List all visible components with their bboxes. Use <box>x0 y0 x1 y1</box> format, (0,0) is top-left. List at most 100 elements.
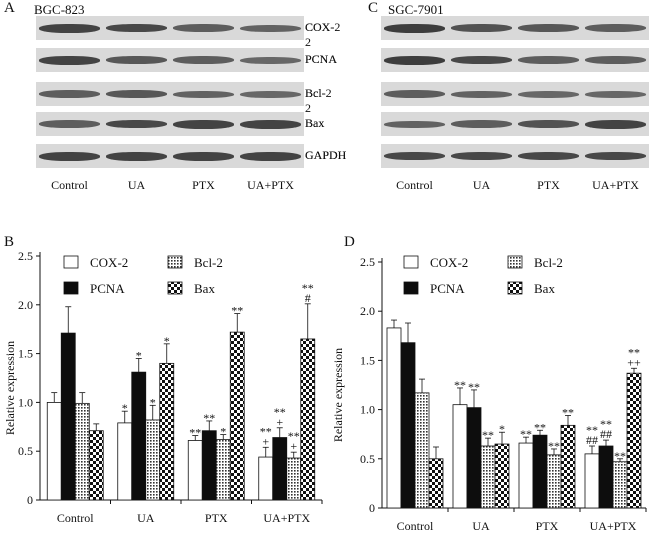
legend-swatch <box>63 255 79 269</box>
band-bcl-2-control <box>39 90 100 98</box>
legend-swatch <box>507 255 523 269</box>
band-pcna-control <box>39 56 100 65</box>
bar-bax <box>229 331 245 501</box>
blot-column-label: UA <box>127 178 146 192</box>
band-pcna-ptx <box>518 56 579 64</box>
bar-pcna <box>400 342 416 509</box>
blot-strip-cox-2 <box>381 16 649 40</box>
significance-mark: ** <box>468 380 480 394</box>
band-cox-2-control <box>384 24 445 33</box>
bar-bcl-2 <box>286 457 302 501</box>
band-cox-2-ua <box>106 24 167 32</box>
legend-label: COX-2 <box>430 255 468 270</box>
band-gapdh-ua-ptx <box>240 152 301 161</box>
band-pcna-control <box>384 56 445 65</box>
bar-bcl-2 <box>546 454 562 509</box>
y-tick-label: 1.0 <box>360 403 375 417</box>
y-tick-label: 2.5 <box>360 255 375 269</box>
panel-b-letter: B <box>4 234 15 250</box>
band-bcl-2-control <box>384 90 445 98</box>
blot-strip-pcna <box>36 48 304 72</box>
bar-cox-2 <box>258 456 274 501</box>
significance-mark: ** <box>600 417 612 431</box>
band-cox-2-ua-ptx <box>240 25 301 32</box>
band-bax-ptx <box>173 120 234 129</box>
significance-mark: ** <box>231 304 243 318</box>
bar-bcl-2 <box>480 445 496 509</box>
band-bax-control <box>39 120 100 128</box>
bar-cox-2 <box>187 440 203 501</box>
blot-column-label: Control <box>51 178 88 192</box>
band-bax-ua <box>106 120 167 128</box>
band-gapdh-ua <box>451 152 512 160</box>
category-label: PTX <box>536 519 559 533</box>
significance-mark: * <box>164 334 170 348</box>
band-gapdh-ua-ptx <box>585 152 646 160</box>
significance-mark: ## <box>600 427 612 441</box>
bar-bax <box>626 372 642 509</box>
legend-label: Bcl-2 <box>194 255 223 270</box>
bar-cox-2 <box>386 327 402 509</box>
bar-bcl-2 <box>74 402 90 501</box>
bar-pcna <box>272 437 288 501</box>
significance-mark: ** <box>548 439 560 453</box>
significance-mark: ** <box>274 405 286 419</box>
y-tick-label: 1.0 <box>18 395 33 409</box>
bar-bcl-2 <box>612 461 628 509</box>
panel-c-cell-line: SGC-7901 <box>388 2 444 17</box>
category-label: UA <box>137 511 155 525</box>
band-bax-ua <box>451 120 512 128</box>
panel-a-letter: A <box>4 0 15 16</box>
blot-row-label: COX-2 <box>305 20 341 34</box>
bar-cox-2 <box>117 422 133 501</box>
band-cox-2-ua-ptx <box>585 24 646 32</box>
band-bax-control <box>384 121 445 128</box>
bar-pcna <box>60 332 76 501</box>
blot-strip-bax <box>381 112 649 136</box>
significance-mark: ** <box>260 424 272 438</box>
blot-row-label: Bax <box>305 116 325 130</box>
significance-mark: ** <box>454 378 466 392</box>
band-bcl-2-ua <box>451 91 512 98</box>
band-bcl-2-ua <box>106 90 167 98</box>
significance-mark: + <box>290 439 297 453</box>
band-cox-2-ua <box>451 24 512 32</box>
band-bax-ua-ptx <box>585 120 646 129</box>
legend-swatch <box>507 281 523 295</box>
band-cox-2-ptx <box>518 24 579 32</box>
legend-label: COX-2 <box>90 255 128 270</box>
band-gapdh-ptx <box>518 152 579 160</box>
significance-mark: ** <box>614 449 626 463</box>
y-tick-label: 2.0 <box>360 304 375 318</box>
bar-bax <box>494 443 510 509</box>
significance-mark: ** <box>534 420 546 434</box>
band-gapdh-ptx <box>173 152 234 161</box>
category-label: UA+PTX <box>590 519 637 533</box>
legend-label: PCNA <box>90 281 125 296</box>
legend-swatch <box>167 281 183 295</box>
y-tick-label: 1.5 <box>360 353 375 367</box>
blot-strip-gapdh <box>381 144 649 168</box>
blot-row-label: PCNA <box>305 52 338 66</box>
bar-chart-sgc-7901: 0 0.5 1.0 1.5 2.0 2.5 Relative expression Contr… <box>331 255 647 533</box>
bar-cox-2 <box>452 404 468 509</box>
bar-bax <box>428 458 444 509</box>
significance-mark: ** <box>482 428 494 442</box>
bar-bax <box>88 430 104 501</box>
band-pcna-ptx <box>173 56 234 64</box>
category-label: UA <box>472 519 490 533</box>
western-blot-sgc-7901: COX-2 PCNA Bcl-2 Bax GAPDH Control UA PTX UA+PTX <box>305 0 650 215</box>
bar-bax <box>300 338 316 501</box>
blot-column-label: UA <box>472 178 491 192</box>
western-blot-bgc-823: COX-2 PCNA Bcl-2 Bax GAPDH Control UA PTX UA+PTX <box>0 0 346 215</box>
significance-mark: * <box>220 425 226 439</box>
bar-pcna <box>131 371 147 501</box>
y-tick-label: 0.5 <box>18 444 33 458</box>
significance-mark: * <box>122 401 128 415</box>
panel-d-letter: D <box>344 234 355 250</box>
bar-cox-2 <box>518 442 534 509</box>
band-cox-2-ptx <box>173 24 234 32</box>
legend-swatch <box>403 255 419 269</box>
y-axis-label: Relative expression <box>331 348 345 442</box>
significance-mark: ** <box>586 423 598 437</box>
